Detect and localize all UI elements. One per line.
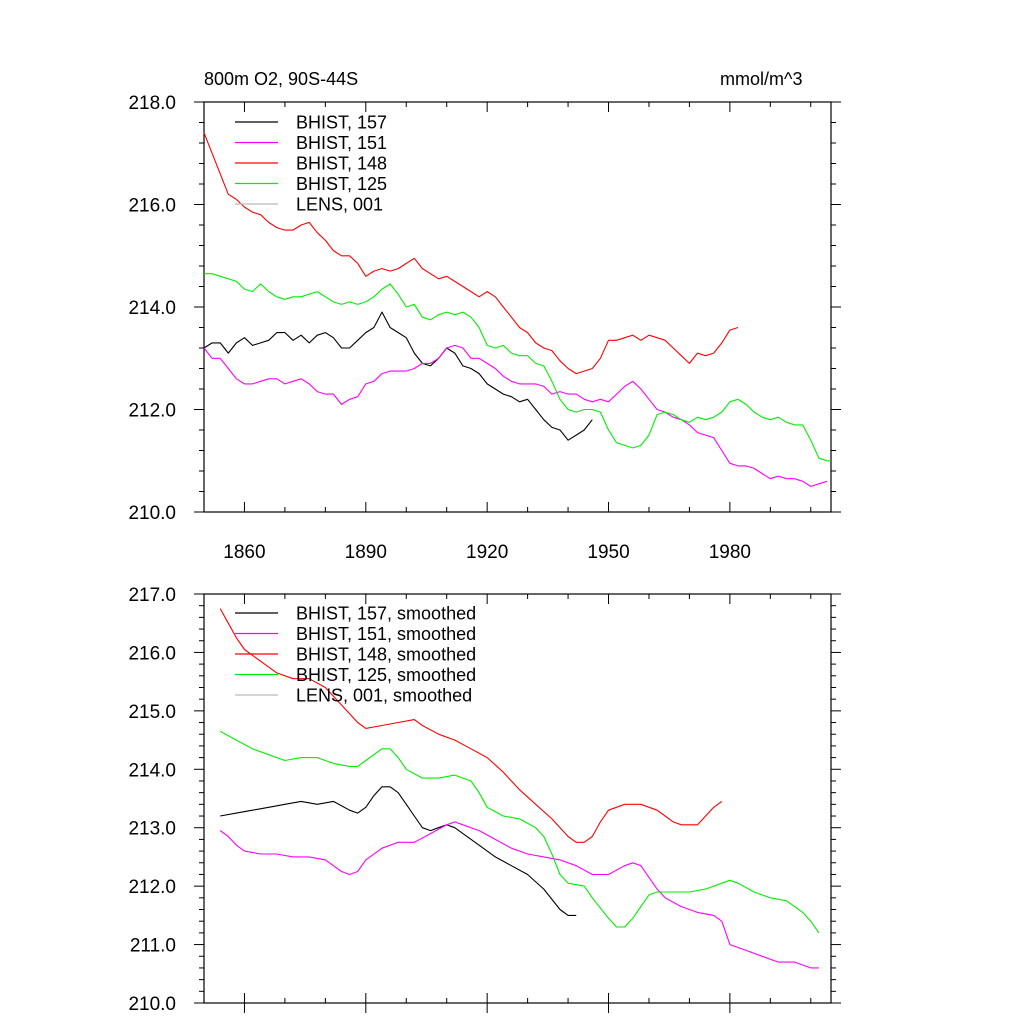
plot-frame xyxy=(203,593,832,1004)
series-line-2 xyxy=(203,344,828,487)
legend-label: LENS, 001, smoothed xyxy=(296,686,472,706)
series-line-2 xyxy=(219,821,819,969)
legend-label: BHIST, 157 xyxy=(296,113,387,133)
y-tick-label: 216.0 xyxy=(128,643,176,664)
x-tick-label: 1950 xyxy=(587,542,629,563)
legend-label: BHIST, 151 xyxy=(296,133,387,153)
legend-label: BHIST, 148 xyxy=(296,154,387,174)
y-tick-label: 214.0 xyxy=(128,298,176,319)
chart-title: 800m O2, 90S-44S xyxy=(204,69,359,89)
plot-panel-2: 210.0 211.0 212.0 213.0 214.0 215.0 216.0 217.0… xyxy=(128,585,841,1015)
y-tick-label: 217.0 xyxy=(128,585,176,606)
y-tick-label: 214.0 xyxy=(128,760,176,781)
y-tick-label: 213.0 xyxy=(128,819,176,840)
x-tick-label: 1920 xyxy=(466,542,508,563)
series-line-3 xyxy=(203,132,739,375)
series-line-1 xyxy=(203,311,593,441)
x-tick-label: 1860 xyxy=(223,542,265,563)
series-line-4 xyxy=(219,730,820,934)
legend-label: LENS, 001 xyxy=(296,195,383,215)
legend-label: BHIST, 157, smoothed xyxy=(296,604,476,624)
y-tick-label: 212.0 xyxy=(128,401,176,422)
y-tick-label: 215.0 xyxy=(128,702,176,723)
y-tick-label: 218.0 xyxy=(128,93,176,114)
y-tick-label: 210.0 xyxy=(128,994,176,1015)
x-tick-label: 1980 xyxy=(709,542,751,563)
plot-panel-1: 1860 1890 1920 1950 1980 210.0 212.0 214.0 216.0… xyxy=(128,93,841,563)
x-tick-label: 1890 xyxy=(345,542,387,563)
legend-label: BHIST, 125 xyxy=(296,174,387,194)
series-line-4 xyxy=(204,273,831,462)
y-tick-label: 210.0 xyxy=(128,503,176,524)
legend-label: BHIST, 148, smoothed xyxy=(296,645,476,665)
legend-label: BHIST, 125, smoothed xyxy=(296,665,476,685)
y-tick-label: 212.0 xyxy=(128,877,176,898)
y-tick-label: 211.0 xyxy=(130,936,176,957)
units-label: mmol/m^3 xyxy=(720,69,803,89)
series-line-1 xyxy=(220,786,577,916)
y-tick-label: 216.0 xyxy=(128,196,176,217)
series-line-3 xyxy=(219,608,723,843)
legend-label: BHIST, 151, smoothed xyxy=(296,624,476,644)
